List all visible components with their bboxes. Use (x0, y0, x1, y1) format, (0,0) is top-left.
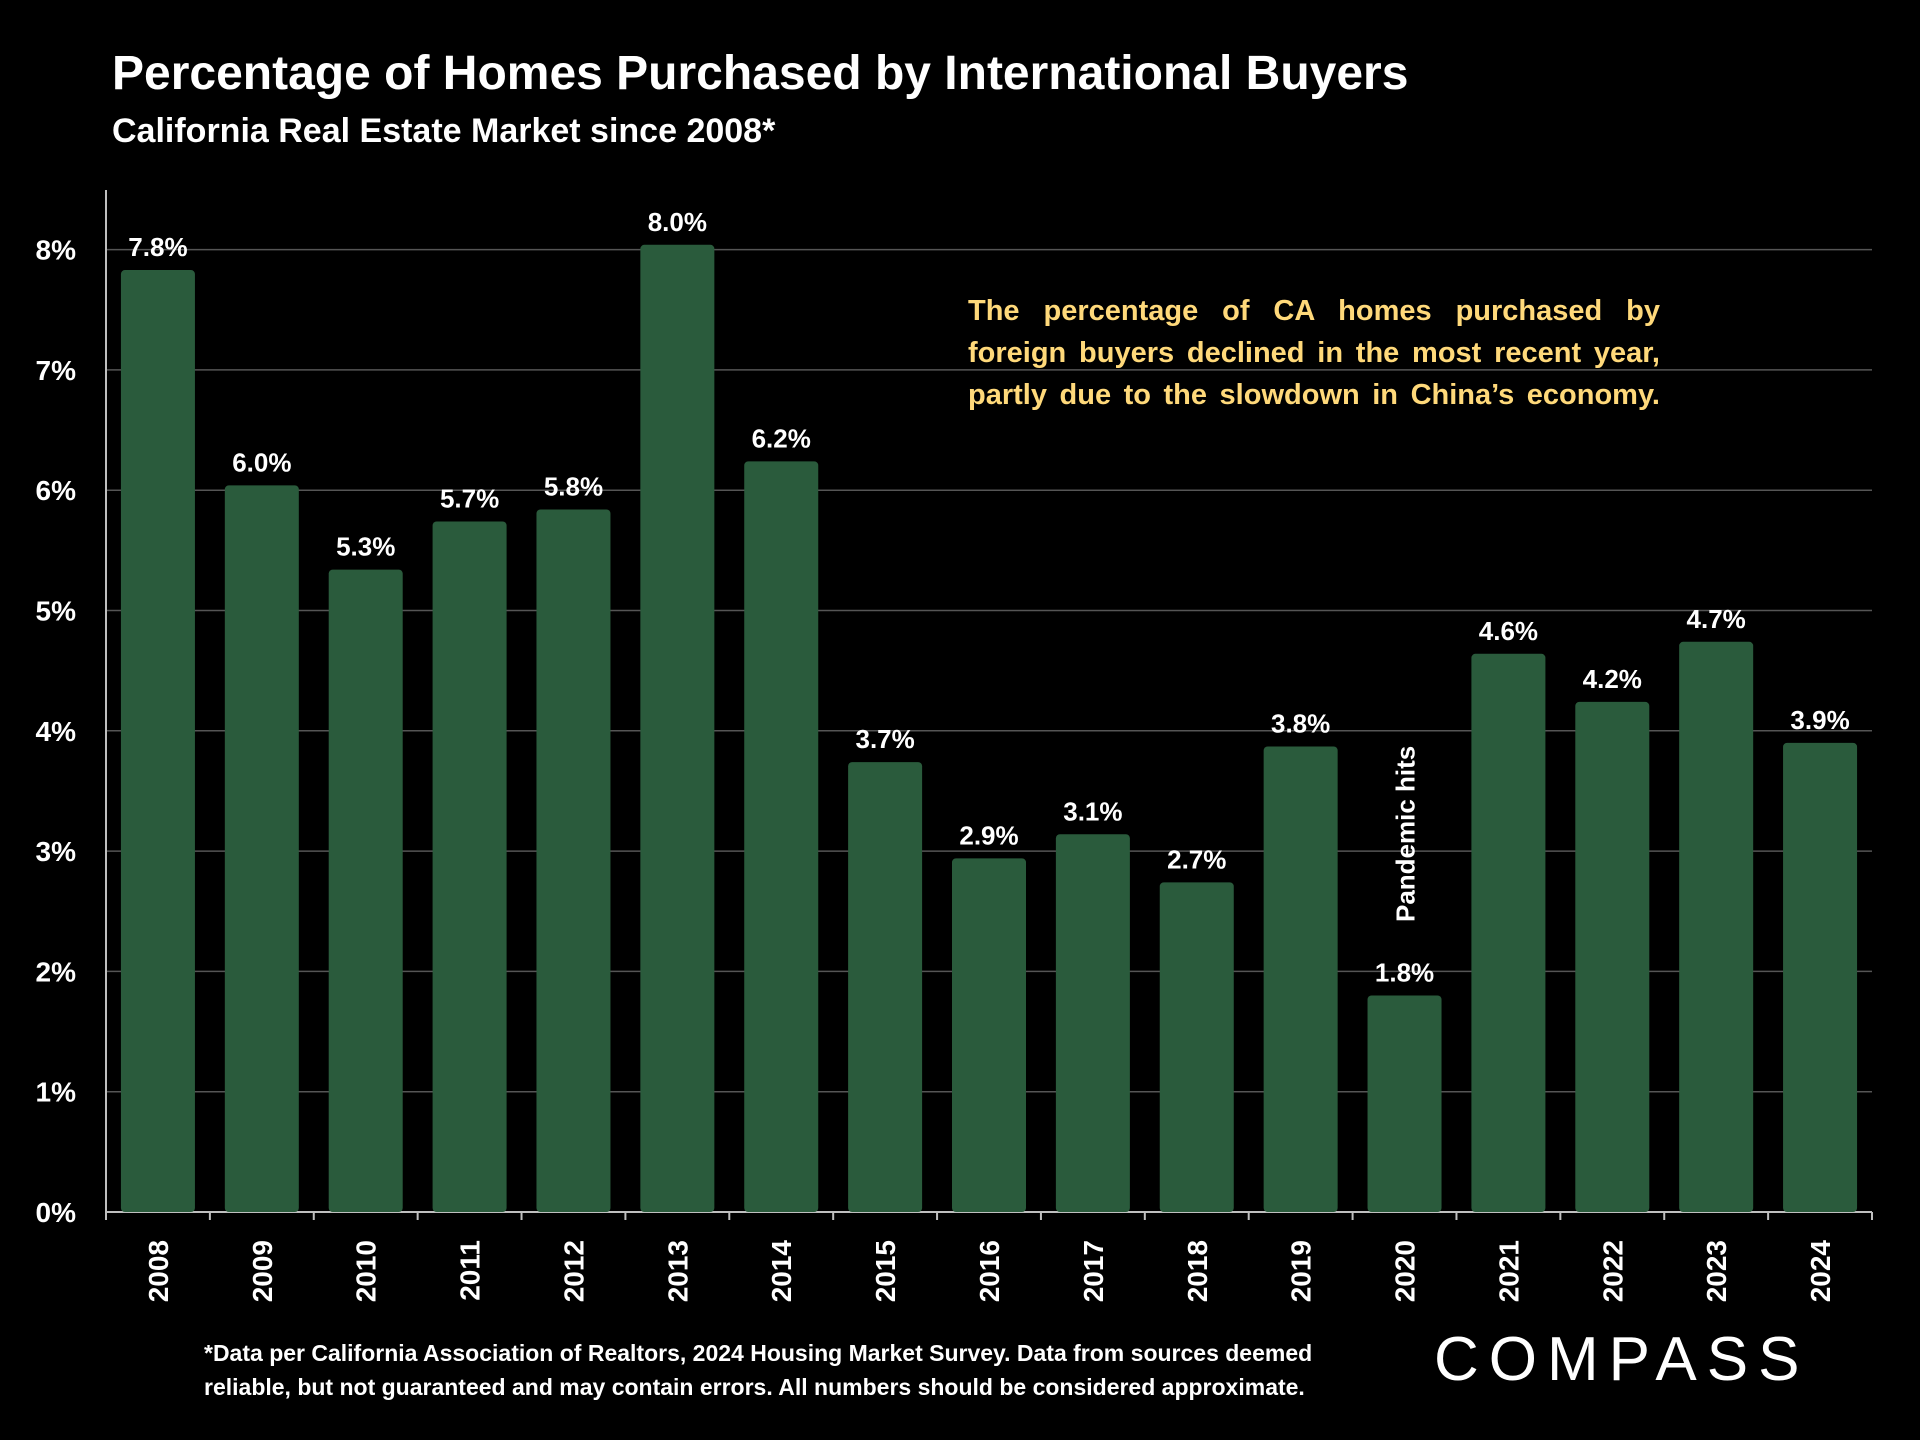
compass-logo: COMPASS (1434, 1325, 1810, 1394)
value-label-2011: 5.7% (440, 483, 499, 513)
x-tick-label-2013: 2013 (662, 1240, 693, 1302)
chart-annotation: The percentage of CA homes purchased by … (968, 290, 1660, 416)
value-label-2014: 6.2% (752, 423, 811, 453)
bar-2018 (1159, 882, 1234, 1212)
value-label-2010: 5.3% (336, 532, 395, 562)
y-tick-label: 2% (36, 956, 77, 987)
value-label-2017: 3.1% (1063, 796, 1122, 826)
x-tick-label-2020: 2020 (1390, 1240, 1421, 1302)
x-tick-label-2017: 2017 (1078, 1240, 1109, 1302)
value-label-2009: 6.0% (232, 447, 291, 477)
footnote-line: *Data per California Association of Real… (204, 1340, 1313, 1366)
value-label-2016: 2.9% (959, 820, 1018, 850)
x-tick-label-2010: 2010 (351, 1240, 382, 1302)
x-tick-label-2023: 2023 (1701, 1240, 1732, 1302)
chart-title: Percentage of Homes Purchased by Interna… (112, 47, 1409, 100)
y-tick-label: 6% (36, 475, 77, 506)
source-footnote: *Data per California Association of Real… (204, 1336, 1312, 1404)
x-tick-label-2012: 2012 (558, 1240, 589, 1302)
bar-2011 (432, 521, 507, 1212)
x-tick-label-2015: 2015 (870, 1240, 901, 1302)
value-label-2008: 7.8% (128, 232, 187, 262)
x-tick-label-2016: 2016 (974, 1240, 1005, 1302)
bar-2014 (744, 461, 819, 1212)
x-tick-label-2014: 2014 (766, 1240, 797, 1303)
value-label-2022: 4.2% (1583, 664, 1642, 694)
y-tick-label: 7% (36, 355, 77, 386)
x-tick-label-2024: 2024 (1805, 1240, 1836, 1303)
value-label-2015: 3.7% (855, 724, 914, 754)
bar-2012 (536, 509, 611, 1212)
bar-2020 (1367, 995, 1442, 1212)
bar-2016 (952, 858, 1026, 1212)
bar-2015 (848, 762, 923, 1212)
footnote-line: reliable, but not guaranteed and may con… (204, 1374, 1305, 1400)
x-tick-label-2021: 2021 (1493, 1240, 1524, 1302)
bar-2009 (224, 485, 299, 1212)
chart-subtitle: California Real Estate Market since 2008… (112, 112, 776, 150)
annotation-line: partly due to the slowdown in China’s ec… (968, 379, 1660, 411)
x-tick-label-2022: 2022 (1597, 1240, 1628, 1302)
annotation-line: foreign buyers declined in the most rece… (968, 337, 1660, 369)
bar-2023 (1679, 641, 1754, 1212)
value-label-2013: 8.0% (648, 207, 707, 237)
value-label-2018: 2.7% (1167, 844, 1226, 874)
y-tick-label: 8% (36, 235, 77, 266)
x-tick-label-2009: 2009 (247, 1240, 278, 1302)
value-label-2019: 3.8% (1271, 708, 1330, 738)
y-tick-label: 4% (36, 716, 77, 747)
x-tick-label-2019: 2019 (1286, 1240, 1317, 1302)
annotation-line: The percentage of CA homes purchased by (968, 295, 1660, 327)
bar-2008 (120, 270, 195, 1212)
bar-2022 (1575, 701, 1650, 1212)
y-tick-label: 5% (36, 596, 77, 627)
y-tick-label: 0% (36, 1197, 77, 1228)
value-label-2012: 5.8% (544, 471, 603, 501)
x-tick-label-2008: 2008 (143, 1240, 174, 1302)
bar-2010 (328, 569, 403, 1212)
y-tick-label: 3% (36, 836, 77, 867)
x-tick-label-2018: 2018 (1182, 1240, 1213, 1302)
value-label-2023: 4.7% (1687, 604, 1746, 634)
value-label-2020: 1.8% (1375, 957, 1434, 987)
bar-2021 (1471, 653, 1546, 1212)
bar-2019 (1263, 746, 1338, 1212)
bar-2013 (640, 244, 715, 1213)
value-label-2024: 3.9% (1790, 705, 1849, 735)
y-tick-label: 1% (36, 1077, 77, 1108)
bar-2024 (1783, 742, 1858, 1212)
bar-2017 (1055, 834, 1130, 1212)
bar-annotation-text: Pandemic hits (1391, 746, 1421, 922)
x-tick-label-2011: 2011 (455, 1240, 486, 1301)
value-label-2021: 4.6% (1479, 616, 1538, 646)
